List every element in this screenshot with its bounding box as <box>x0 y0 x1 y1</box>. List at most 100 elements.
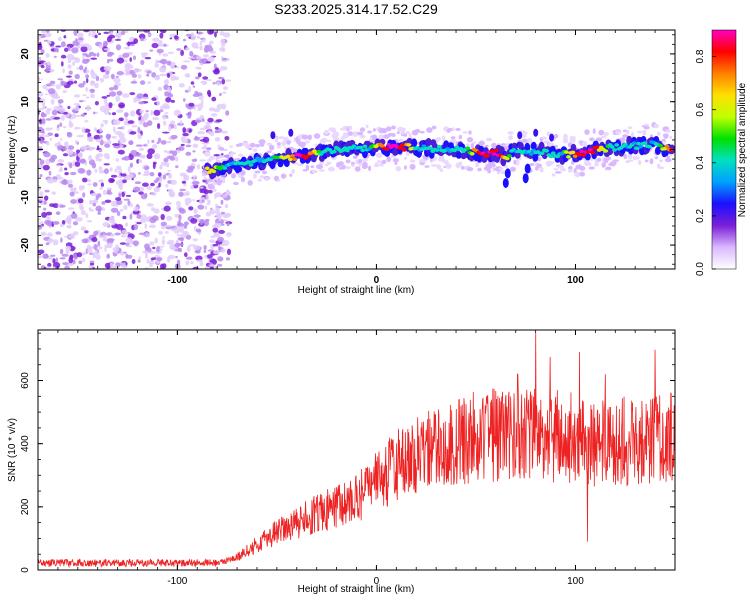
noise-speckle <box>122 52 130 58</box>
noise-speckle <box>145 110 149 113</box>
ridge-halo <box>637 130 643 134</box>
ridge-halo <box>249 142 256 148</box>
noise-speckle <box>159 73 167 77</box>
ridge-envelope <box>283 158 290 168</box>
noise-speckle <box>44 219 51 225</box>
ridge-halo <box>557 165 564 169</box>
ridge-core <box>594 145 600 150</box>
ridge-halo <box>357 158 363 164</box>
noise-speckle <box>176 222 185 228</box>
noise-speckle <box>213 250 220 255</box>
noise-speckle <box>194 119 202 123</box>
ridge-core <box>290 154 295 158</box>
noise-speckle <box>214 31 217 38</box>
noise-speckle <box>209 208 216 215</box>
noise-speckle <box>165 184 169 188</box>
ridge-core <box>528 152 534 156</box>
noise-speckle <box>203 245 207 250</box>
noise-speckle <box>128 173 134 179</box>
noise-speckle <box>56 48 59 53</box>
ridge-halo <box>231 173 236 179</box>
noise-speckle <box>188 85 192 93</box>
noise-speckle <box>78 37 84 41</box>
noise-speckle <box>79 206 84 209</box>
noise-speckle <box>134 181 142 185</box>
noise-speckle <box>137 126 141 134</box>
ridge-halo <box>553 133 559 139</box>
ridge-halo <box>347 131 354 136</box>
ridge-halo <box>544 140 548 144</box>
noise-speckle <box>215 206 221 211</box>
noise-speckle <box>99 127 103 133</box>
ridge-halo <box>403 165 408 170</box>
noise-speckle <box>55 45 62 48</box>
snr-line <box>38 333 675 569</box>
noise-speckle <box>185 234 192 240</box>
noise-speckle <box>98 43 104 49</box>
noise-speckle <box>178 146 185 151</box>
noise-speckle <box>103 31 110 34</box>
noise-speckle <box>164 91 170 97</box>
noise-speckle <box>166 215 173 221</box>
noise-speckle <box>206 147 212 151</box>
noise-speckle <box>138 159 143 164</box>
noise-speckle <box>179 120 183 125</box>
ridge-halo <box>404 156 407 160</box>
noise-speckle <box>185 191 190 196</box>
noise-speckle <box>100 182 104 187</box>
ridge-halo <box>601 162 606 168</box>
noise-speckle <box>117 127 124 130</box>
noise-speckle <box>222 57 228 61</box>
noise-speckle <box>41 211 47 218</box>
noise-speckle <box>38 198 44 201</box>
noise-speckle <box>44 253 49 259</box>
ridge-halo <box>400 130 406 135</box>
noise-speckle <box>214 67 220 74</box>
noise-speckle <box>159 32 164 39</box>
noise-speckle <box>40 49 45 55</box>
noise-speckle <box>138 172 141 175</box>
ridge-halo <box>643 126 650 130</box>
ridge-halo <box>485 137 493 142</box>
noise-speckle <box>83 30 90 33</box>
noise-speckle <box>186 245 191 252</box>
noise-speckle <box>85 248 89 255</box>
noise-speckle <box>63 141 69 146</box>
noise-speckle <box>115 95 121 102</box>
ridge-halo <box>403 133 408 137</box>
noise-speckle <box>150 192 157 196</box>
ridge-halo <box>356 131 364 136</box>
noise-speckle <box>84 239 88 244</box>
ridge-halo <box>551 173 556 177</box>
ridge-halo <box>612 159 619 162</box>
ridge-core <box>590 150 595 155</box>
noise-speckle <box>109 91 117 97</box>
noise-speckle <box>213 233 221 238</box>
ridge-halo <box>381 159 387 164</box>
noise-speckle <box>163 43 167 47</box>
noise-speckle <box>89 80 96 86</box>
noise-speckle <box>57 78 63 81</box>
noise-speckle <box>218 229 226 234</box>
noise-speckle <box>158 182 161 188</box>
ridge-halo <box>348 125 353 130</box>
noise-speckle <box>57 36 62 42</box>
noise-speckle <box>92 182 98 187</box>
noise-speckle <box>103 168 109 175</box>
ridge-halo <box>657 166 665 170</box>
noise-speckle <box>38 91 44 97</box>
noise-speckle <box>176 200 181 207</box>
noise-speckle <box>167 155 175 160</box>
noise-speckle <box>111 112 116 116</box>
noise-speckle <box>48 170 52 176</box>
noise-speckle <box>72 61 76 66</box>
noise-speckle <box>187 74 190 78</box>
noise-speckle <box>67 105 71 110</box>
y-tick-label: -10 <box>20 190 31 205</box>
noise-speckle <box>92 111 96 115</box>
noise-speckle <box>163 105 171 110</box>
noise-speckle <box>207 89 211 96</box>
ridge-halo <box>350 161 355 165</box>
noise-speckle <box>60 237 63 243</box>
